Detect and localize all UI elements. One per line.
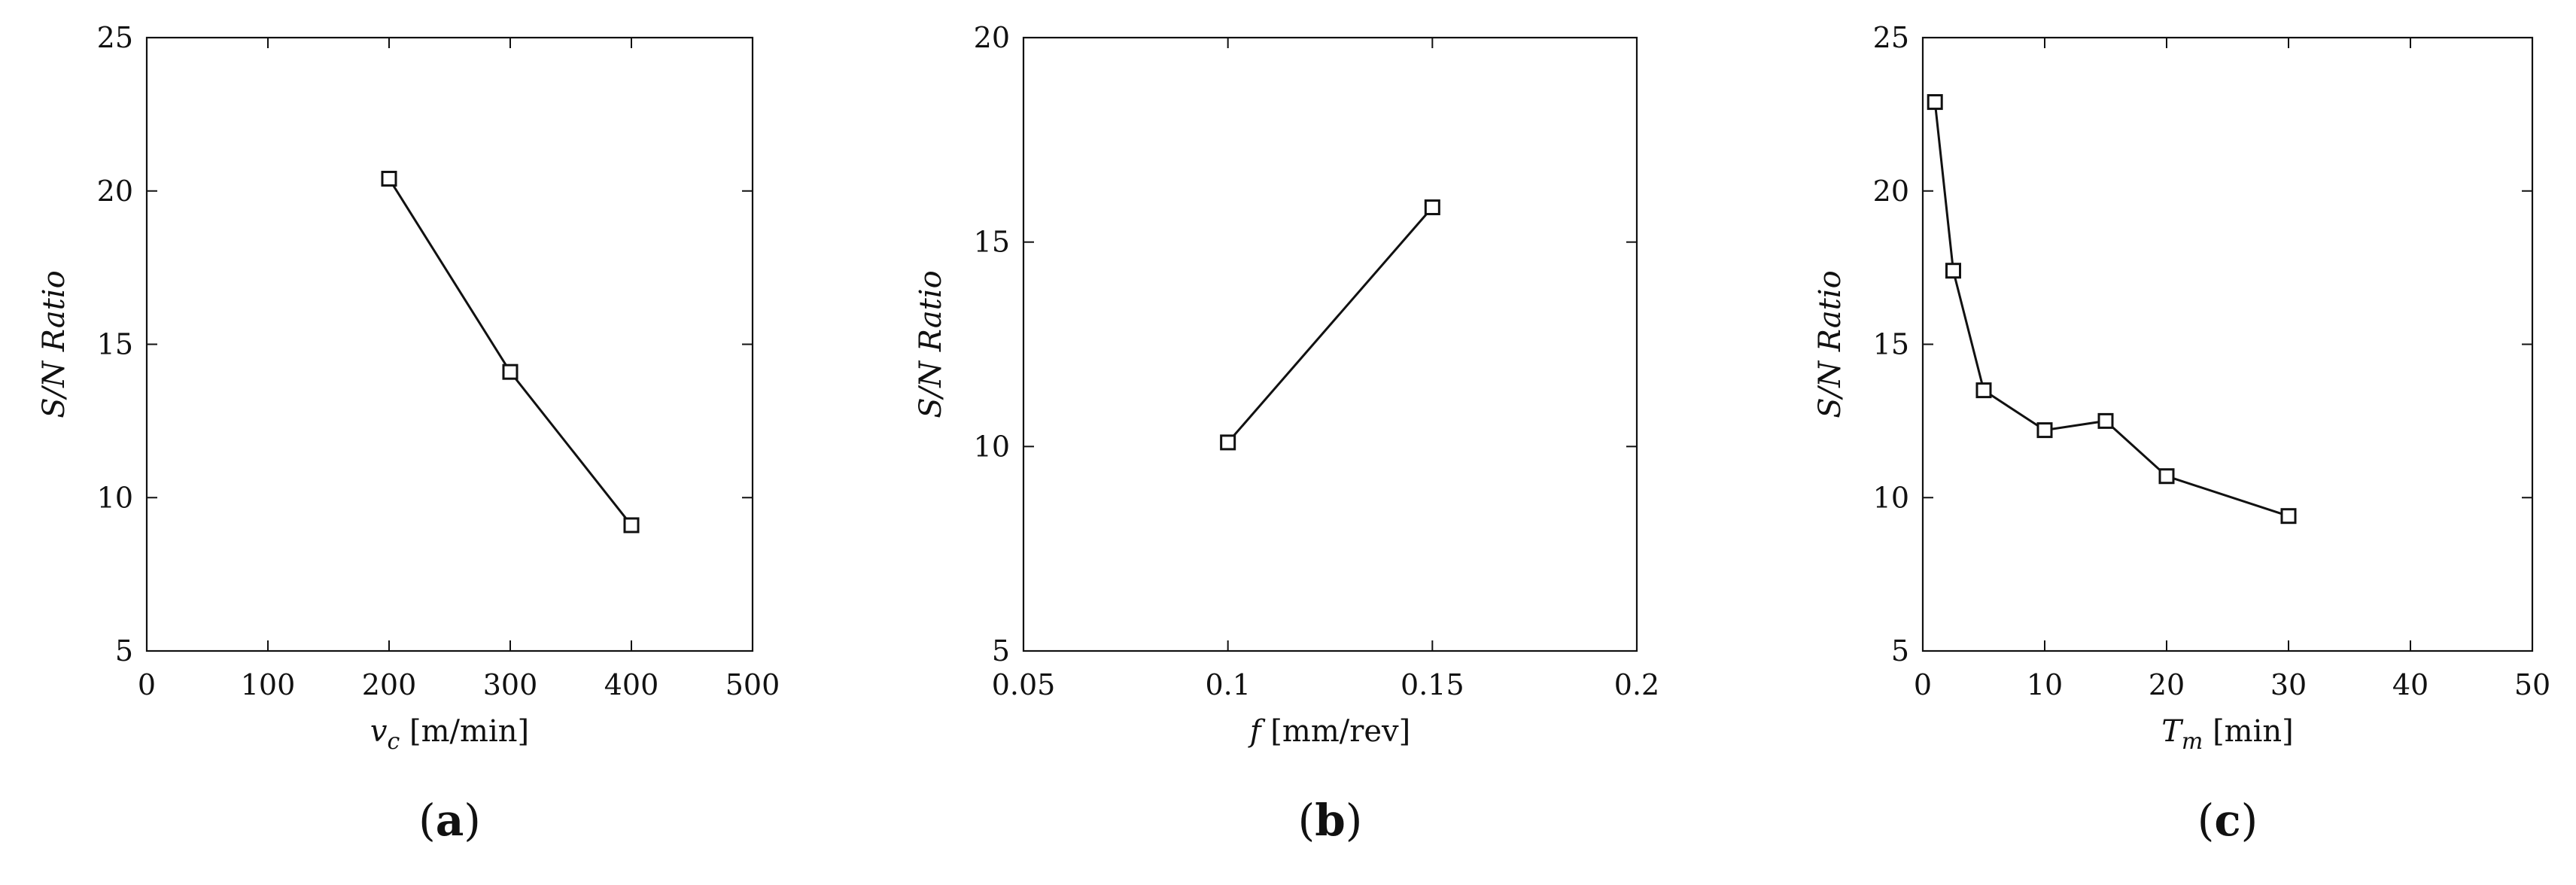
x-axis-label-a: vc [m/min]: [370, 714, 529, 755]
x-tick-label-b: 0.15: [1401, 668, 1464, 701]
x-tick-label-b: 0.2: [1614, 668, 1659, 701]
y-tick-label-a: 25: [97, 21, 133, 54]
data-point-c: [2036, 422, 2053, 439]
data-point-a: [381, 170, 397, 187]
x-tick-label-a: 500: [725, 668, 780, 701]
x-tick-label-a: 100: [241, 668, 296, 701]
data-point-c: [1945, 263, 1961, 279]
x-tick-label-c: 0: [1914, 668, 1932, 701]
x-tick-label-a: 0: [138, 668, 156, 701]
x-axis-label-b: f [mm/rev]: [1248, 714, 1410, 749]
panel-caption-b: (b): [1298, 795, 1363, 846]
x-tick-label-b: 0.05: [992, 668, 1056, 701]
x-tick-label-c: 50: [2514, 668, 2550, 701]
x-tick-label-a: 200: [362, 668, 417, 701]
data-point-c: [2280, 508, 2297, 525]
y-tick-label-b: 15: [974, 226, 1010, 259]
panel-caption-a: (a): [418, 795, 481, 846]
y-tick-label-a: 15: [97, 328, 133, 361]
panel-caption-c: (c): [2197, 795, 2258, 846]
x-axis-label-c: Tm [min]: [2161, 714, 2294, 755]
series-line-c: [1933, 102, 2289, 518]
data-point-c: [2097, 412, 2114, 429]
y-tick-label-c: 25: [1873, 21, 1909, 54]
series-line-b: [1227, 206, 1434, 443]
x-tick-label-c: 10: [2027, 668, 2063, 701]
y-tick-label-c: 5: [1891, 634, 1909, 668]
x-tick-label-c: 40: [2392, 668, 2428, 701]
y-tick-label-b: 20: [974, 21, 1010, 54]
panel-b: 0.05 0.1 0.15 0.2 5 10 15 20 S/N Ratio f [mm/rev]…: [914, 21, 1659, 846]
y-tick-label-a: 20: [97, 175, 133, 208]
axes-box-c: [1921, 36, 2534, 652]
data-point-a: [502, 363, 519, 380]
y-tick-label-a: 5: [115, 634, 133, 668]
axes-box-b: [1022, 36, 1638, 652]
y-tick-label-b: 5: [992, 634, 1010, 668]
y-tick-label-a: 10: [97, 481, 133, 514]
y-tick-label-c: 20: [1873, 175, 1909, 208]
data-point-a: [623, 517, 640, 534]
panel-c: 0 10 20 30 40 50 5 10 15 20 25 S/N Ratio Tm [min] (c): [1813, 21, 2550, 846]
y-tick-label-c: 10: [1873, 481, 1909, 514]
x-tick-label-b: 0.1: [1205, 668, 1250, 701]
data-point-b: [1424, 199, 1440, 215]
axes-box-a: [145, 36, 754, 652]
data-point-b: [1220, 434, 1236, 451]
data-point-c: [2158, 468, 2175, 485]
y-axis-label-b: S/N Ratio: [914, 270, 948, 418]
y-axis-label-a: S/N Ratio: [37, 270, 71, 418]
series-line-a: [388, 178, 633, 526]
y-tick-label-c: 15: [1873, 328, 1909, 361]
panel-a: 0 100 200 300 400 500 5 10 15 20 25 S/N Ratio vc [m/…: [37, 21, 780, 846]
y-axis-label-c: S/N Ratio: [1813, 270, 1848, 418]
data-point-c: [1927, 94, 1943, 111]
data-point-c: [1975, 382, 1992, 399]
y-tick-label-b: 10: [974, 430, 1010, 463]
x-tick-label-a: 300: [483, 668, 538, 701]
x-tick-label-c: 20: [2149, 668, 2185, 701]
x-tick-label-c: 30: [2270, 668, 2307, 701]
x-tick-label-a: 400: [604, 668, 659, 701]
